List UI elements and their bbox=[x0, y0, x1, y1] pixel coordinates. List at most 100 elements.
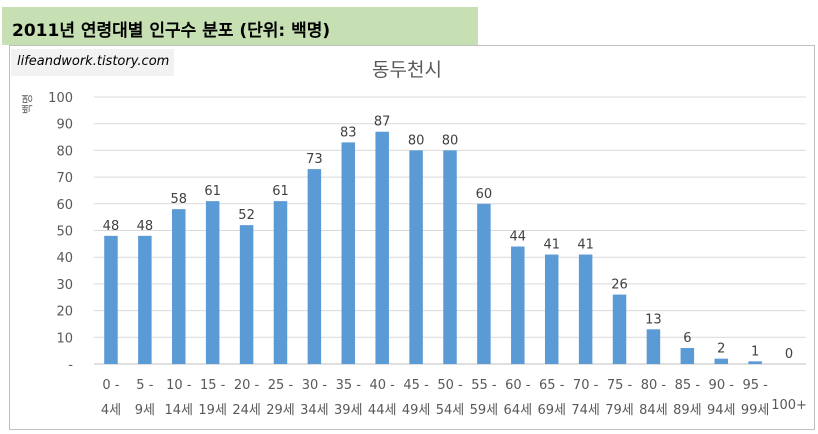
y-tick-label: 30 bbox=[56, 278, 73, 293]
x-tick-label: 80 - bbox=[641, 378, 667, 393]
x-tick-label: 55 - bbox=[471, 378, 497, 393]
data-label: 6 bbox=[683, 331, 691, 346]
bar bbox=[239, 225, 254, 364]
watermark-text: lifeandwork.tistory.com bbox=[17, 54, 170, 69]
x-tick-label: 65 - bbox=[539, 378, 565, 393]
x-tick-label: 24세 bbox=[232, 403, 261, 418]
data-label: 44 bbox=[510, 230, 527, 245]
x-tick-label: 29세 bbox=[266, 403, 295, 418]
data-label: 60 bbox=[476, 187, 493, 202]
y-tick-label: 80 bbox=[56, 144, 73, 159]
x-tick-label: 14세 bbox=[165, 403, 194, 418]
bar bbox=[375, 131, 389, 364]
data-label: 2 bbox=[717, 342, 725, 357]
x-tick-label: 89세 bbox=[673, 403, 702, 418]
x-tick-label: 79세 bbox=[605, 403, 634, 418]
data-label: 52 bbox=[238, 208, 255, 223]
x-tick-label: 99세 bbox=[741, 403, 770, 418]
bar bbox=[680, 347, 695, 364]
bar bbox=[578, 254, 593, 364]
x-tick-label: 70 - bbox=[573, 378, 599, 393]
y-tick-label: 10 bbox=[56, 331, 73, 346]
x-tick-label: 50 - bbox=[437, 378, 463, 393]
bar bbox=[646, 329, 661, 364]
x-tick-label: 30 - bbox=[302, 378, 328, 393]
y-tick-label: 60 bbox=[56, 198, 73, 213]
watermark-box: lifeandwork.tistory.com bbox=[11, 49, 174, 76]
x-tick-label: 95 - bbox=[742, 378, 768, 393]
data-label: 0 bbox=[785, 347, 793, 362]
data-label: 83 bbox=[340, 125, 357, 140]
bar bbox=[307, 169, 322, 364]
data-label: 41 bbox=[543, 238, 560, 253]
y-tick-label: - bbox=[68, 358, 73, 373]
bar bbox=[138, 235, 152, 364]
x-tick-label: 74세 bbox=[571, 403, 600, 418]
x-tick-label: 90 - bbox=[709, 378, 735, 393]
x-tick-label: 60 - bbox=[505, 378, 531, 393]
x-tick-label: 84세 bbox=[639, 403, 668, 418]
x-tick-label: 4세 bbox=[101, 403, 121, 418]
data-label: 13 bbox=[645, 312, 662, 327]
header-banner: 2011년 연령대별 인구수 분포 (단위: 백명) bbox=[2, 7, 478, 45]
data-label: 41 bbox=[577, 238, 594, 253]
x-tick-label: 39세 bbox=[334, 403, 363, 418]
bar bbox=[612, 294, 627, 364]
data-label: 61 bbox=[204, 184, 221, 199]
x-tick-label: 34세 bbox=[300, 403, 329, 418]
data-label: 73 bbox=[306, 152, 323, 167]
x-tick-label: 69세 bbox=[537, 403, 566, 418]
data-label: 26 bbox=[611, 278, 628, 293]
x-tick-label: 35 - bbox=[336, 378, 362, 393]
data-label: 61 bbox=[272, 184, 289, 199]
data-label: 87 bbox=[374, 115, 391, 130]
y-tick-label: 100 bbox=[48, 91, 73, 106]
x-tick-label: 85 - bbox=[675, 378, 701, 393]
data-label: 48 bbox=[137, 219, 154, 234]
x-tick-label: 5 - bbox=[136, 378, 153, 393]
data-label: 58 bbox=[170, 192, 187, 207]
x-tick-label: 20 - bbox=[234, 378, 260, 393]
y-tick-label: 90 bbox=[56, 118, 73, 133]
bar bbox=[205, 201, 220, 364]
x-tick-label: 54세 bbox=[436, 403, 465, 418]
x-tick-label: 10 - bbox=[166, 378, 192, 393]
x-tick-label: 64세 bbox=[504, 403, 533, 418]
x-tick-label: 94세 bbox=[707, 403, 736, 418]
bar bbox=[544, 254, 559, 364]
chart-title: 동두천시 bbox=[372, 59, 442, 81]
x-tick-label: 100+ bbox=[771, 398, 807, 413]
x-tick-label: 49세 bbox=[402, 403, 431, 418]
y-tick-label: 50 bbox=[56, 225, 73, 240]
x-tick-label: 0 - bbox=[102, 378, 119, 393]
bar bbox=[443, 150, 457, 364]
data-label: 80 bbox=[408, 133, 425, 148]
x-tick-label: 44세 bbox=[368, 403, 397, 418]
bar bbox=[104, 235, 118, 364]
x-tick-label: 15 - bbox=[200, 378, 226, 393]
data-label: 48 bbox=[103, 219, 120, 234]
y-axis-label: 백명 bbox=[21, 94, 34, 114]
bar bbox=[748, 361, 762, 364]
y-tick-label: 40 bbox=[56, 251, 73, 266]
x-tick-label: 40 - bbox=[370, 378, 396, 393]
y-tick-label: 20 bbox=[56, 305, 73, 320]
data-label: 80 bbox=[442, 133, 459, 148]
bar bbox=[341, 142, 356, 364]
bar bbox=[714, 358, 728, 364]
x-tick-label: 9세 bbox=[135, 403, 155, 418]
x-tick-label: 45 - bbox=[403, 378, 429, 393]
bar bbox=[477, 203, 491, 364]
bar bbox=[172, 209, 186, 364]
page-title: 2011년 연령대별 인구수 분포 (단위: 백명) bbox=[12, 21, 331, 41]
y-tick-label: 70 bbox=[56, 171, 73, 186]
x-tick-label: 75 - bbox=[607, 378, 633, 393]
data-label: 1 bbox=[751, 344, 759, 359]
bar bbox=[409, 150, 423, 364]
x-tick-label: 19세 bbox=[198, 403, 227, 418]
bar bbox=[511, 246, 525, 364]
x-tick-label: 59세 bbox=[470, 403, 499, 418]
bar bbox=[273, 201, 288, 364]
x-tick-label: 25 - bbox=[268, 378, 294, 393]
